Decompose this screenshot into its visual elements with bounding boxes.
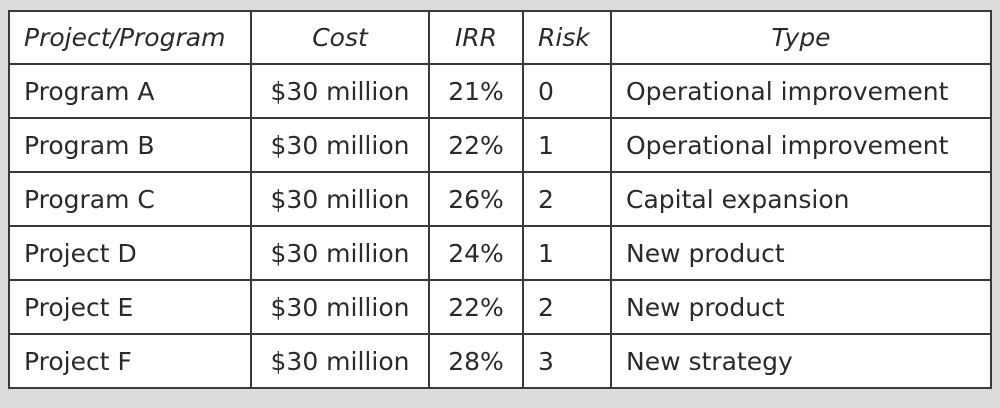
table-row: Program A $30 million 21% 0 Operational impr… bbox=[8, 63, 992, 119]
header-risk: Risk bbox=[522, 10, 612, 65]
cell-risk: 2 bbox=[522, 279, 612, 335]
header-type: Type bbox=[610, 10, 992, 65]
header-irr: IRR bbox=[428, 10, 524, 65]
cell-type: Operational improvement bbox=[610, 63, 992, 119]
table-row: Program B $30 million 22% 1 Operational impr… bbox=[8, 117, 992, 173]
header-row: Project/Program Cost IRR Risk Type bbox=[8, 10, 992, 65]
cell-type: New product bbox=[610, 279, 992, 335]
cell-name: Project F bbox=[8, 333, 252, 389]
cell-name: Project E bbox=[8, 279, 252, 335]
cell-irr: 24% bbox=[428, 225, 524, 281]
cell-risk: 2 bbox=[522, 171, 612, 227]
cell-name: Program C bbox=[8, 171, 252, 227]
cell-irr: 21% bbox=[428, 63, 524, 119]
cell-irr: 22% bbox=[428, 279, 524, 335]
cell-type: New product bbox=[610, 225, 992, 281]
cell-cost: $30 million bbox=[250, 225, 430, 281]
cell-name: Program A bbox=[8, 63, 252, 119]
cell-type: Capital expansion bbox=[610, 171, 992, 227]
cell-risk: 3 bbox=[522, 333, 612, 389]
cell-irr: 22% bbox=[428, 117, 524, 173]
cell-cost: $30 million bbox=[250, 117, 430, 173]
table-row: Program C $30 million 26% 2 Capital expansio… bbox=[8, 171, 992, 227]
cell-irr: 28% bbox=[428, 333, 524, 389]
projects-table: Project/Program Cost IRR Risk Type Progr… bbox=[8, 10, 992, 389]
cell-risk: 1 bbox=[522, 117, 612, 173]
table-row: Project E $30 million 22% 2 New product bbox=[8, 279, 992, 335]
cell-cost: $30 million bbox=[250, 171, 430, 227]
cell-irr: 26% bbox=[428, 171, 524, 227]
table-row: Project F $30 million 28% 3 New strategy bbox=[8, 333, 992, 389]
table-row: Project D $30 million 24% 1 New product bbox=[8, 225, 992, 281]
cell-name: Project D bbox=[8, 225, 252, 281]
cell-risk: 0 bbox=[522, 63, 612, 119]
cell-cost: $30 million bbox=[250, 279, 430, 335]
cell-name: Program B bbox=[8, 117, 252, 173]
header-project-program: Project/Program bbox=[8, 10, 252, 65]
cell-risk: 1 bbox=[522, 225, 612, 281]
header-cost: Cost bbox=[250, 10, 430, 65]
cell-cost: $30 million bbox=[250, 333, 430, 389]
cell-cost: $30 million bbox=[250, 63, 430, 119]
cell-type: New strategy bbox=[610, 333, 992, 389]
cell-type: Operational improvement bbox=[610, 117, 992, 173]
